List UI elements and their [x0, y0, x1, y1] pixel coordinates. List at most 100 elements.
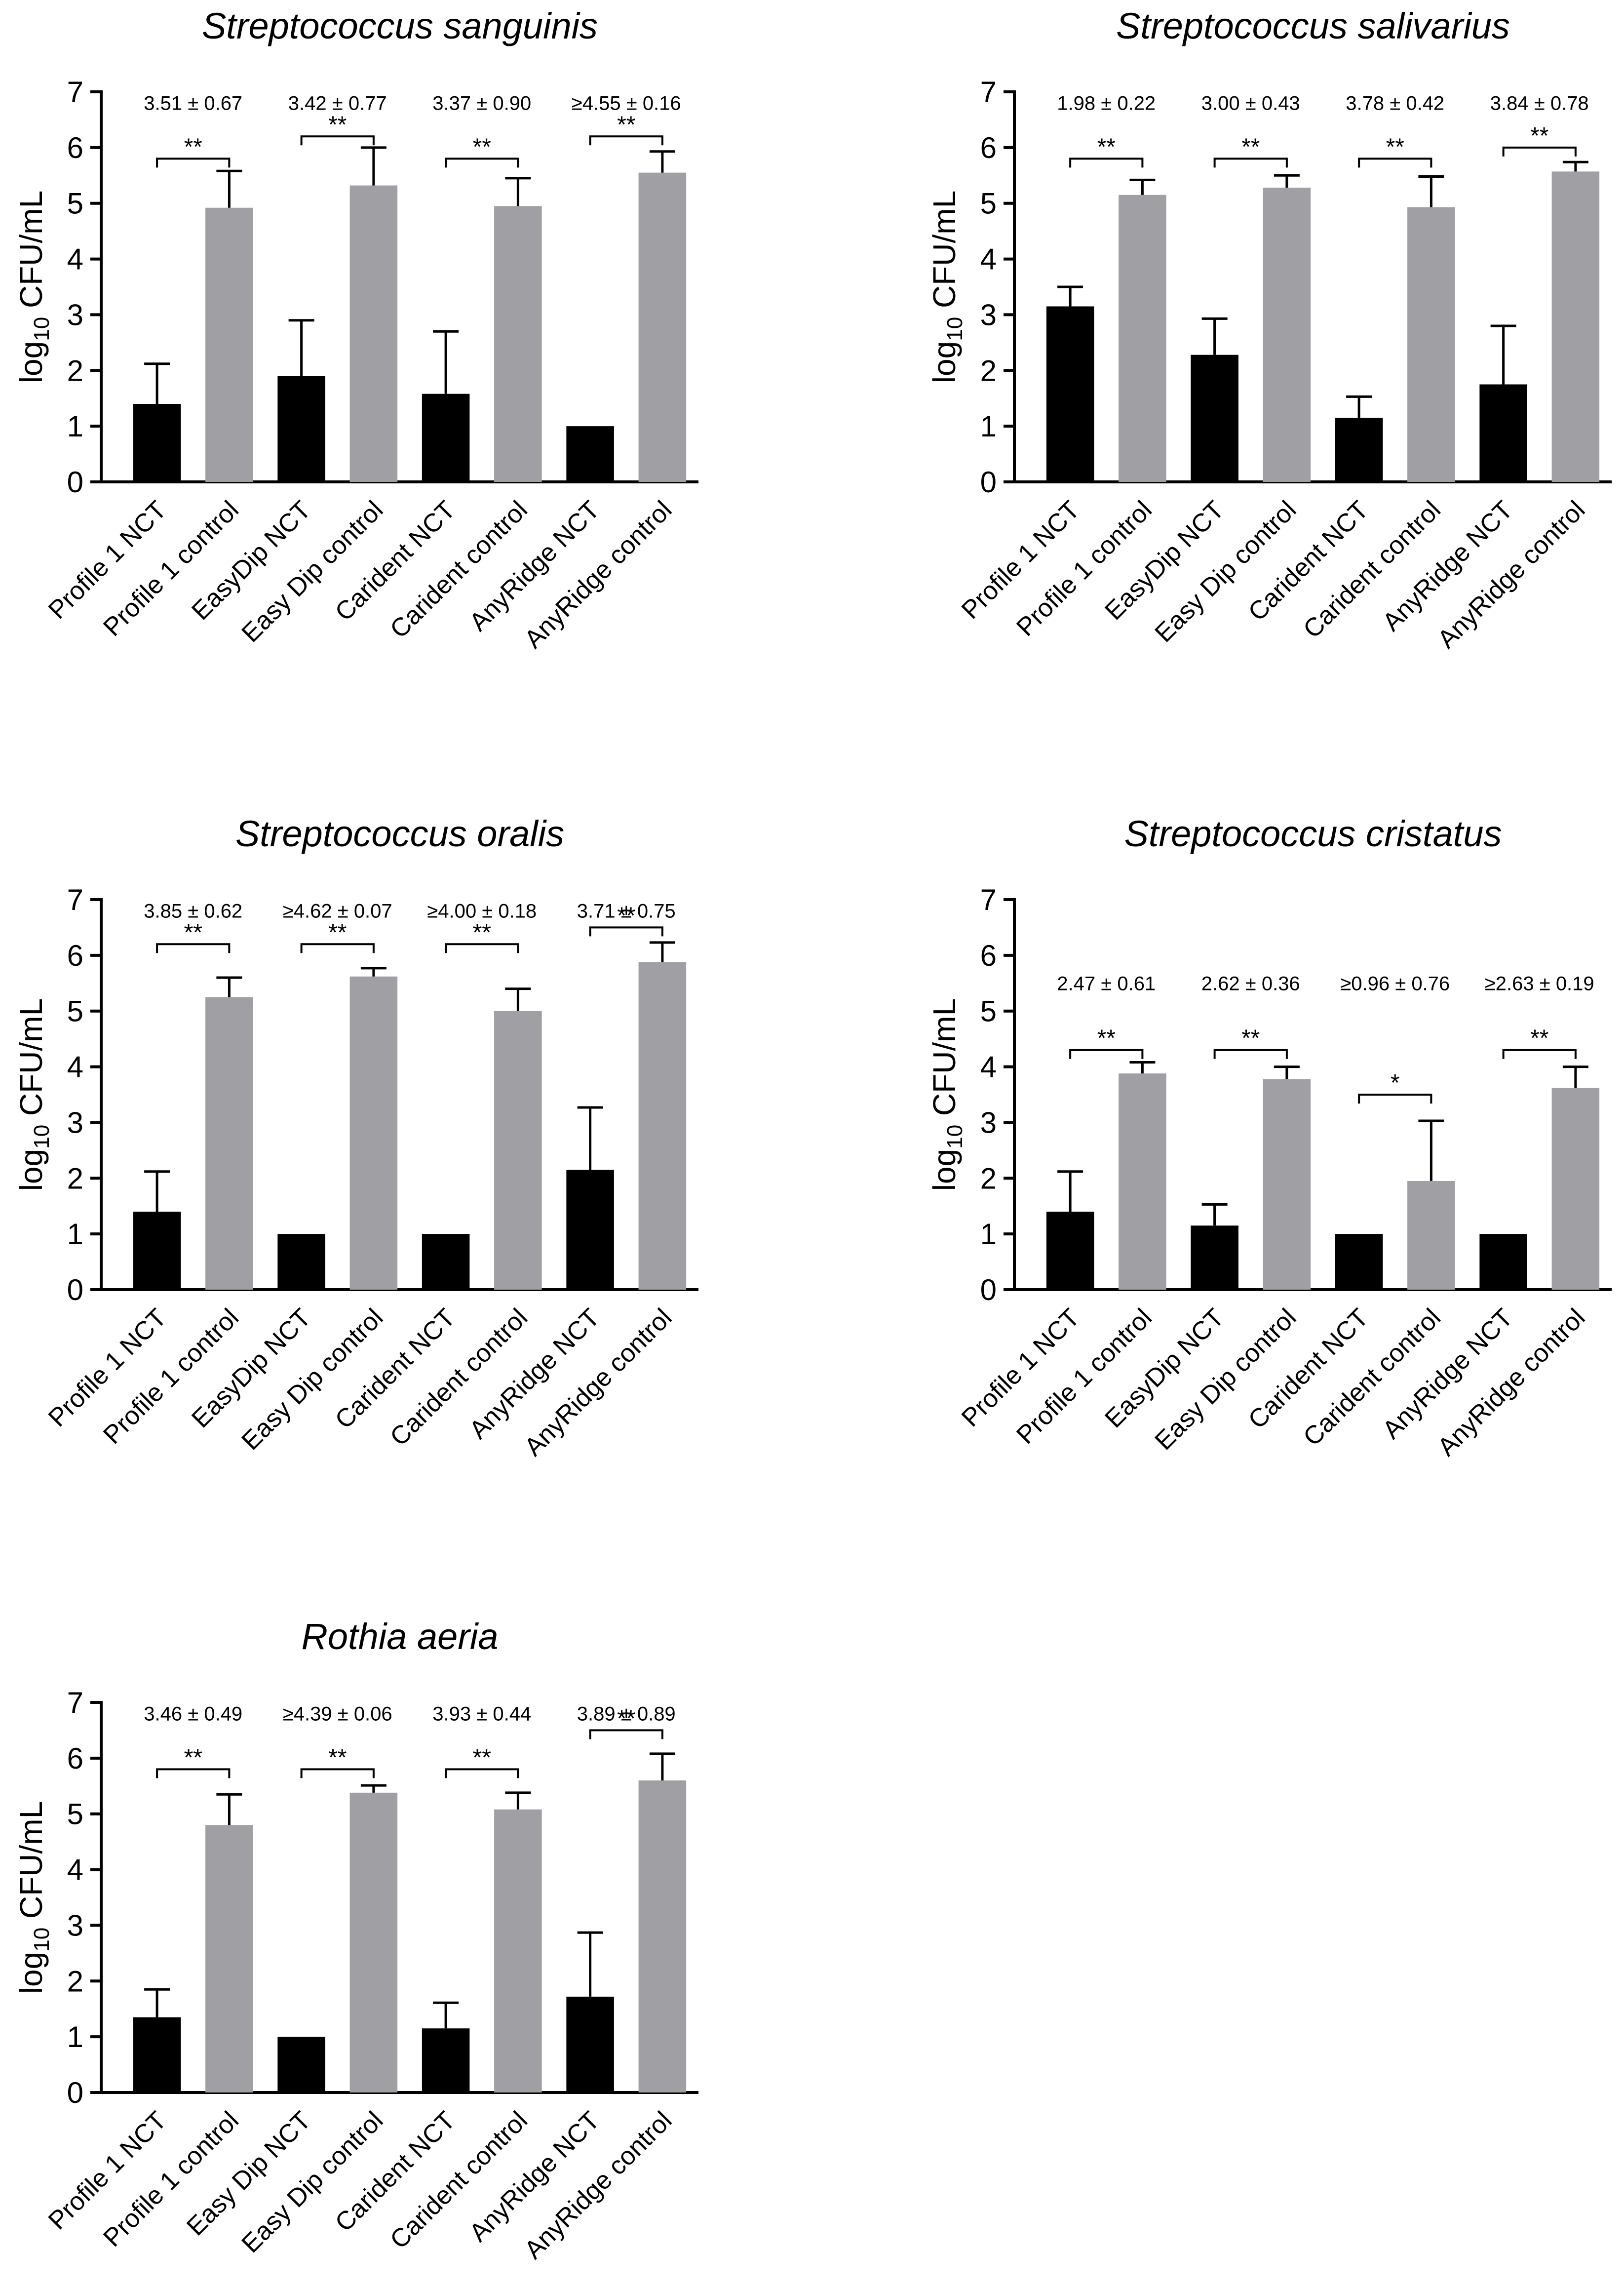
- y-tick-label: 5: [980, 995, 997, 1028]
- y-tick-label: 0: [67, 1273, 83, 1306]
- bar: [1407, 207, 1455, 482]
- bar: [638, 962, 687, 1290]
- y-tick-label: 4: [67, 243, 83, 276]
- y-tick-label: 6: [980, 939, 997, 972]
- bar: [1335, 1234, 1383, 1290]
- y-tick-label: 5: [67, 995, 83, 1028]
- bar: [1119, 195, 1166, 482]
- significance-bracket: [589, 1729, 663, 1739]
- y-axis-label-base: log: [927, 1149, 962, 1191]
- significance-bracket: [300, 943, 375, 953]
- group-stat-label: ≥4.00 ± 0.18: [427, 901, 537, 922]
- bar: [1046, 1212, 1094, 1290]
- y-axis-label-subscript: 10: [30, 1928, 54, 1952]
- significance-bracket: [156, 943, 231, 953]
- y-tick-label: 5: [67, 187, 83, 220]
- bar: [205, 207, 253, 482]
- significance-bracket: [1502, 1049, 1577, 1059]
- y-tick-label: 7: [67, 76, 83, 109]
- chart-title: Streptococcus oralis: [235, 813, 564, 854]
- bar: [349, 185, 398, 482]
- y-tick-label: 5: [980, 187, 997, 220]
- significance-bracket: [1213, 1049, 1288, 1059]
- y-tick-label: 0: [67, 466, 83, 499]
- y-tick-label: 6: [67, 939, 83, 972]
- y-axis-label-base: log: [13, 341, 49, 383]
- y-tick-label: 4: [980, 243, 997, 276]
- significance-marker: **: [617, 1705, 635, 1732]
- significance-bracket: [1502, 146, 1577, 157]
- significance-bracket: [589, 926, 663, 937]
- group-stat-label: 3.85 ± 0.62: [144, 901, 242, 922]
- significance-marker: **: [184, 919, 202, 946]
- bar: [1119, 1073, 1166, 1290]
- y-axis-label-subscript: 10: [943, 1125, 967, 1149]
- bar: [1263, 188, 1311, 482]
- significance-bracket: [1358, 1094, 1432, 1104]
- bar: [349, 1792, 398, 2092]
- bar: [277, 2037, 325, 2092]
- significance-bracket: [445, 1768, 519, 1778]
- significance-bracket: [156, 158, 231, 168]
- y-axis-label-unit: CFU/mL: [13, 1801, 49, 1928]
- group-stat-label: 2.47 ± 0.61: [1057, 973, 1156, 994]
- y-tick-label: 4: [980, 1051, 997, 1084]
- bar: [422, 394, 470, 482]
- significance-marker: **: [328, 919, 347, 946]
- y-tick-label: 3: [980, 298, 997, 331]
- group-stat-label: 2.62 ± 0.36: [1201, 973, 1300, 994]
- significance-bracket: [156, 1768, 231, 1778]
- chart-title: Rothia aeria: [301, 1616, 498, 1657]
- group-stat-label: 3.84 ± 0.78: [1490, 93, 1589, 115]
- y-tick-label: 4: [67, 1051, 83, 1084]
- y-tick-label: 4: [67, 1854, 83, 1887]
- significance-bracket: [1358, 158, 1432, 168]
- group-stat-label: ≥0.96 ± 0.76: [1340, 973, 1450, 994]
- y-tick-label: 7: [67, 1686, 83, 1719]
- significance-marker: **: [328, 112, 347, 138]
- bar: [1551, 171, 1600, 482]
- group-stat-label: ≥2.63 ± 0.19: [1485, 973, 1594, 994]
- y-axis-label: log10 CFU/mL: [13, 191, 54, 383]
- y-tick-label: 0: [980, 466, 997, 499]
- y-tick-label: 3: [980, 1106, 997, 1139]
- bar: [349, 976, 398, 1290]
- significance-marker: **: [1241, 134, 1260, 160]
- y-tick-label: 2: [980, 1162, 997, 1195]
- group-stat-label: 3.71 ± 0.75: [577, 901, 676, 922]
- y-tick-label: 0: [67, 2076, 83, 2109]
- y-tick-label: 2: [980, 354, 997, 387]
- significance-marker: **: [473, 134, 491, 160]
- y-tick-label: 7: [980, 76, 997, 109]
- group-stat-label: ≥4.55 ± 0.16: [572, 93, 681, 115]
- y-axis-label-base: log: [927, 341, 962, 383]
- group-stat-label: 3.00 ± 0.43: [1201, 93, 1300, 115]
- bar: [205, 997, 253, 1290]
- y-axis-label-unit: CFU/mL: [13, 191, 49, 317]
- significance-marker: **: [473, 1744, 491, 1771]
- y-tick-label: 1: [980, 1218, 997, 1251]
- y-axis-label-base: log: [13, 1952, 49, 1994]
- bar: [1046, 306, 1094, 482]
- y-axis-label-subscript: 10: [30, 317, 54, 341]
- bar: [494, 1011, 542, 1290]
- bar: [133, 404, 181, 482]
- bar: [638, 1780, 687, 2092]
- group-stat-label: ≥4.39 ± 0.06: [283, 1703, 392, 1725]
- chart-title: Streptococcus cristatus: [1124, 813, 1502, 854]
- significance-marker: **: [184, 134, 202, 160]
- bar: [133, 1212, 181, 1290]
- y-axis-label-subscript: 10: [943, 317, 967, 341]
- bar: [205, 1825, 253, 2092]
- significance-bracket: [300, 135, 375, 146]
- y-tick-label: 2: [67, 354, 83, 387]
- significance-marker: **: [1241, 1026, 1260, 1052]
- y-axis-label-unit: CFU/mL: [13, 998, 49, 1125]
- y-tick-label: 6: [980, 131, 997, 164]
- group-stat-label: 3.78 ± 0.42: [1346, 93, 1444, 115]
- significance-bracket: [1213, 158, 1288, 168]
- bar: [1263, 1079, 1311, 1290]
- significance-marker: *: [1391, 1070, 1400, 1096]
- y-tick-label: 0: [980, 1273, 997, 1306]
